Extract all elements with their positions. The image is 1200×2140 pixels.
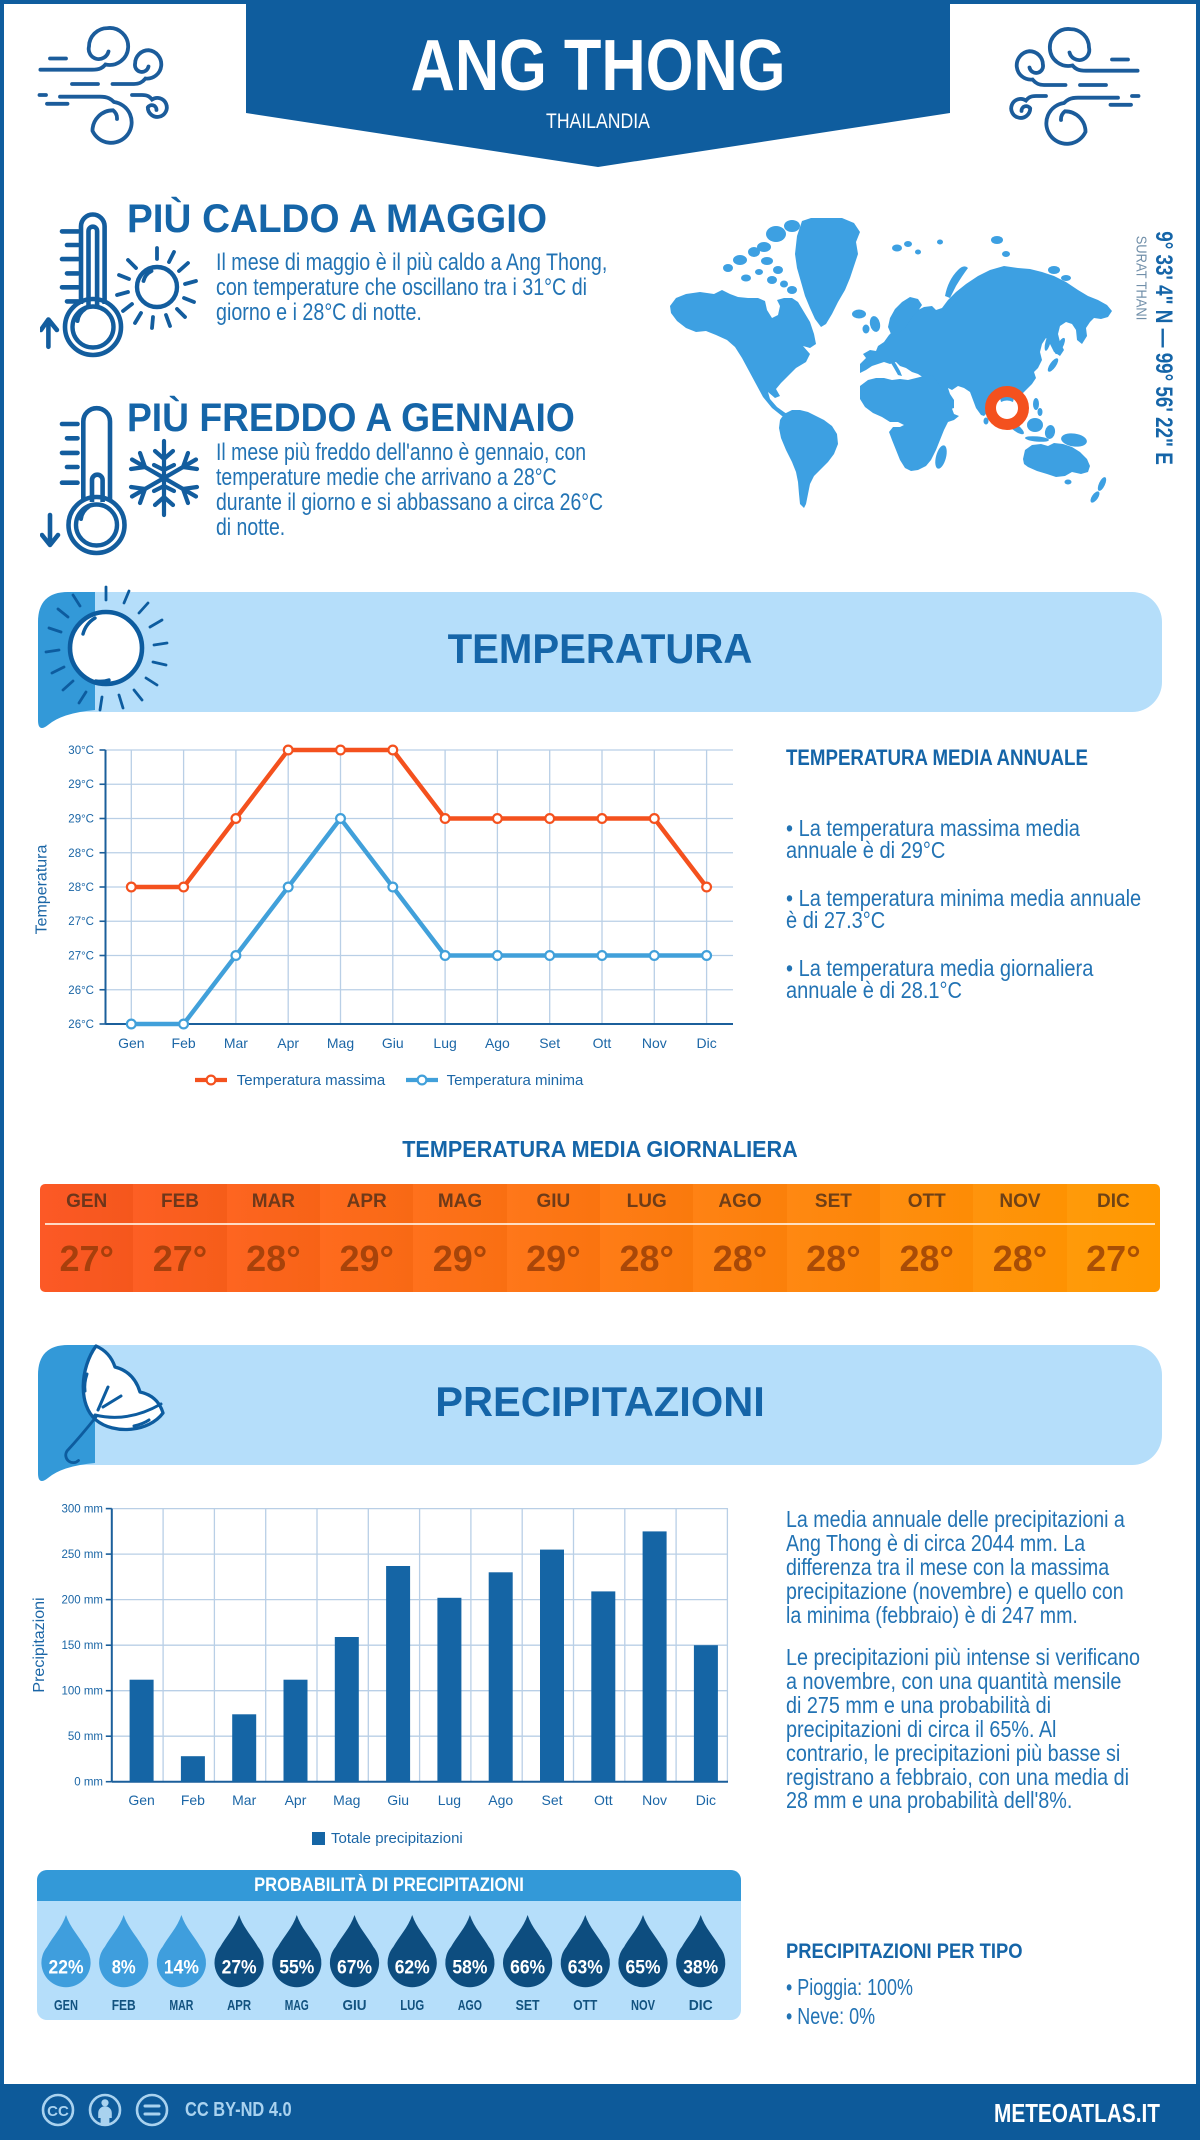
svg-text:28°C: 28°C [68, 882, 94, 894]
svg-text:Feb: Feb [172, 1035, 196, 1051]
svg-text:Ago: Ago [485, 1035, 510, 1051]
svg-text:CC: CC [47, 2103, 69, 2120]
svg-text:27%: 27% [222, 1958, 257, 1979]
svg-text:Nov: Nov [642, 1035, 667, 1051]
svg-text:0 mm: 0 mm [74, 1777, 103, 1789]
svg-text:67%: 67% [337, 1958, 372, 1979]
svg-text:Set: Set [541, 1792, 562, 1808]
svg-text:250 mm: 250 mm [61, 1549, 103, 1561]
svg-text:NOV: NOV [631, 1997, 655, 2014]
svg-text:Apr: Apr [277, 1035, 299, 1051]
svg-text:DIC: DIC [689, 1997, 713, 2014]
svg-text:LUG: LUG [400, 1997, 424, 2014]
svg-text:55%: 55% [279, 1958, 314, 1979]
svg-text:14%: 14% [164, 1958, 199, 1979]
svg-text:Gen: Gen [118, 1035, 144, 1051]
svg-text:26°C: 26°C [68, 985, 94, 997]
svg-text:Dic: Dic [696, 1792, 716, 1808]
svg-text:SET: SET [516, 1997, 540, 2014]
svg-text:MAR: MAR [169, 1997, 193, 2014]
svg-text:Mar: Mar [232, 1792, 256, 1808]
svg-text:150 mm: 150 mm [61, 1640, 103, 1652]
svg-text:66%: 66% [510, 1958, 545, 1979]
svg-text:27°C: 27°C [68, 951, 94, 963]
svg-text:Gen: Gen [128, 1792, 154, 1808]
svg-text:Feb: Feb [181, 1792, 205, 1808]
svg-text:65%: 65% [626, 1958, 661, 1979]
svg-text:Temperatura massima: Temperatura massima [237, 1072, 386, 1089]
svg-text:26°C: 26°C [68, 1019, 94, 1031]
svg-text:50 mm: 50 mm [68, 1731, 103, 1743]
svg-text:Lug: Lug [433, 1035, 456, 1051]
svg-text:Ago: Ago [488, 1792, 513, 1808]
svg-text:100 mm: 100 mm [61, 1686, 103, 1698]
svg-text:62%: 62% [395, 1958, 430, 1979]
svg-text:Ott: Ott [594, 1792, 613, 1808]
svg-text:Totale precipitazioni: Totale precipitazioni [331, 1830, 463, 1847]
svg-text:OTT: OTT [573, 1997, 597, 2014]
svg-text:29°C: 29°C [68, 814, 94, 826]
svg-text:MAG: MAG [285, 1997, 309, 2014]
svg-text:27°C: 27°C [68, 916, 94, 928]
svg-text:Precipitazioni: Precipitazioni [31, 1597, 48, 1692]
svg-text:GIU: GIU [343, 1997, 367, 2014]
svg-text:Dic: Dic [696, 1035, 716, 1051]
svg-text:63%: 63% [568, 1958, 603, 1979]
svg-text:Ott: Ott [593, 1035, 612, 1051]
svg-text:28°C: 28°C [68, 848, 94, 860]
svg-text:AGO: AGO [458, 1997, 482, 2014]
svg-text:Set: Set [539, 1035, 560, 1051]
svg-text:Mag: Mag [327, 1035, 354, 1051]
svg-text:38%: 38% [683, 1958, 718, 1979]
svg-text:Temperatura minima: Temperatura minima [447, 1072, 584, 1089]
svg-text:Mag: Mag [333, 1792, 360, 1808]
svg-text:Temperatura: Temperatura [34, 844, 51, 934]
svg-text:29°C: 29°C [68, 779, 94, 791]
svg-text:200 mm: 200 mm [61, 1595, 103, 1607]
svg-text:GEN: GEN [54, 1997, 78, 2014]
svg-text:Mar: Mar [224, 1035, 248, 1051]
svg-text:APR: APR [227, 1997, 251, 2014]
svg-text:Lug: Lug [438, 1792, 461, 1808]
svg-text:Apr: Apr [285, 1792, 307, 1808]
svg-text:8%: 8% [112, 1958, 136, 1979]
svg-text:Giu: Giu [382, 1035, 404, 1051]
svg-text:Giu: Giu [387, 1792, 409, 1808]
svg-text:58%: 58% [452, 1958, 487, 1979]
svg-text:FEB: FEB [112, 1997, 136, 2014]
svg-text:300 mm: 300 mm [61, 1504, 103, 1516]
svg-text:Nov: Nov [642, 1792, 667, 1808]
svg-text:22%: 22% [49, 1958, 84, 1979]
svg-text:30°C: 30°C [68, 745, 94, 757]
